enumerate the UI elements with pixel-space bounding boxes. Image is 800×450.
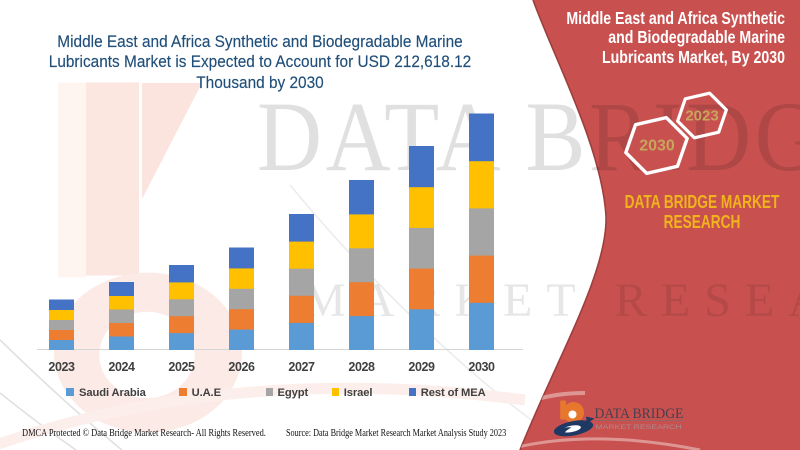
svg-text:DATA BRIDGE: DATA BRIDGE [595,406,684,422]
svg-text:2030: 2030 [639,138,675,155]
svg-text:MARKET RESEARCH: MARKET RESEARCH [596,424,682,431]
svg-text:2023: 2023 [685,108,718,125]
